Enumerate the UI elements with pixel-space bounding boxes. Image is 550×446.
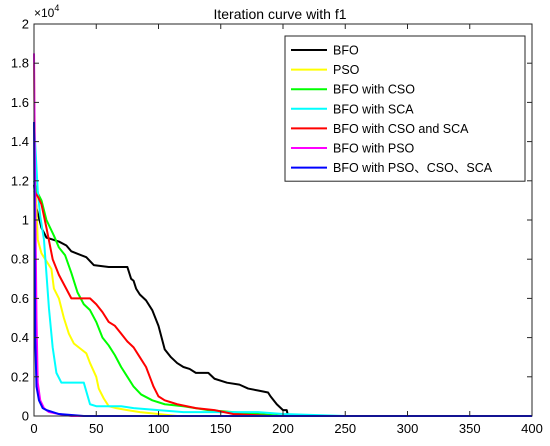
series-line-1 bbox=[33, 184, 532, 417]
x-tick-label: 250 bbox=[334, 421, 356, 436]
legend-label-4: BFO with SCA bbox=[333, 102, 414, 116]
y-tick-label: 1.8 bbox=[11, 56, 29, 71]
legend-label-3: BFO with CSO bbox=[333, 83, 415, 97]
y-axis-exponent: ×104 bbox=[34, 3, 59, 20]
y-axis: 0 0.2 0.4 0.6 0.8 1 1.2 1.4 1.6 1.8 2 bbox=[11, 17, 532, 424]
legend-label-1: BFO bbox=[333, 44, 359, 58]
x-tick-label: 400 bbox=[521, 421, 543, 436]
x-tick-label: 150 bbox=[210, 421, 232, 436]
x-tick-label: 50 bbox=[89, 421, 103, 436]
y-tick-label: 1.6 bbox=[11, 95, 29, 110]
svg-text:×104: ×104 bbox=[34, 3, 59, 20]
y-tick-label: 0.2 bbox=[11, 369, 29, 384]
chart-title: Iteration curve with f1 bbox=[213, 6, 346, 22]
legend-label-5: BFO with CSO and SCA bbox=[333, 122, 469, 136]
series-layer bbox=[33, 53, 532, 417]
x-axis: 0 50 100 150 200 250 300 350 400 bbox=[30, 24, 543, 436]
series-line-4 bbox=[33, 121, 532, 417]
y-tick-label: 0.8 bbox=[11, 252, 29, 267]
y-tick-label: 1.2 bbox=[11, 173, 29, 188]
x-tick-label: 300 bbox=[397, 421, 419, 436]
legend-label-2: PSO bbox=[333, 63, 360, 77]
x-tick-label: 200 bbox=[272, 421, 294, 436]
y-exponent-power: 4 bbox=[54, 3, 59, 13]
legend: BFO PSO BFO with CSO BFO with SCA BFO with C… bbox=[284, 35, 526, 182]
y-tick-label: 1.4 bbox=[11, 134, 29, 149]
series-line-5 bbox=[33, 190, 532, 417]
y-tick-label: 0 bbox=[22, 409, 29, 424]
x-tick-label: 0 bbox=[30, 421, 37, 436]
plot-frame bbox=[33, 23, 533, 417]
series-line-7 bbox=[33, 121, 532, 417]
x-tick-label: 100 bbox=[148, 421, 170, 436]
y-tick-label: 1 bbox=[22, 213, 29, 228]
y-exponent-base: ×10 bbox=[34, 6, 55, 20]
x-tick-label: 350 bbox=[459, 421, 481, 436]
y-tick-label: 0.4 bbox=[11, 330, 29, 345]
y-tick-label: 2 bbox=[22, 17, 29, 32]
y-tick-label: 0.6 bbox=[11, 291, 29, 306]
legend-label-6: BFO with PSO bbox=[333, 142, 415, 156]
legend-label-7: BFO with PSO、CSO、SCA bbox=[333, 161, 493, 175]
